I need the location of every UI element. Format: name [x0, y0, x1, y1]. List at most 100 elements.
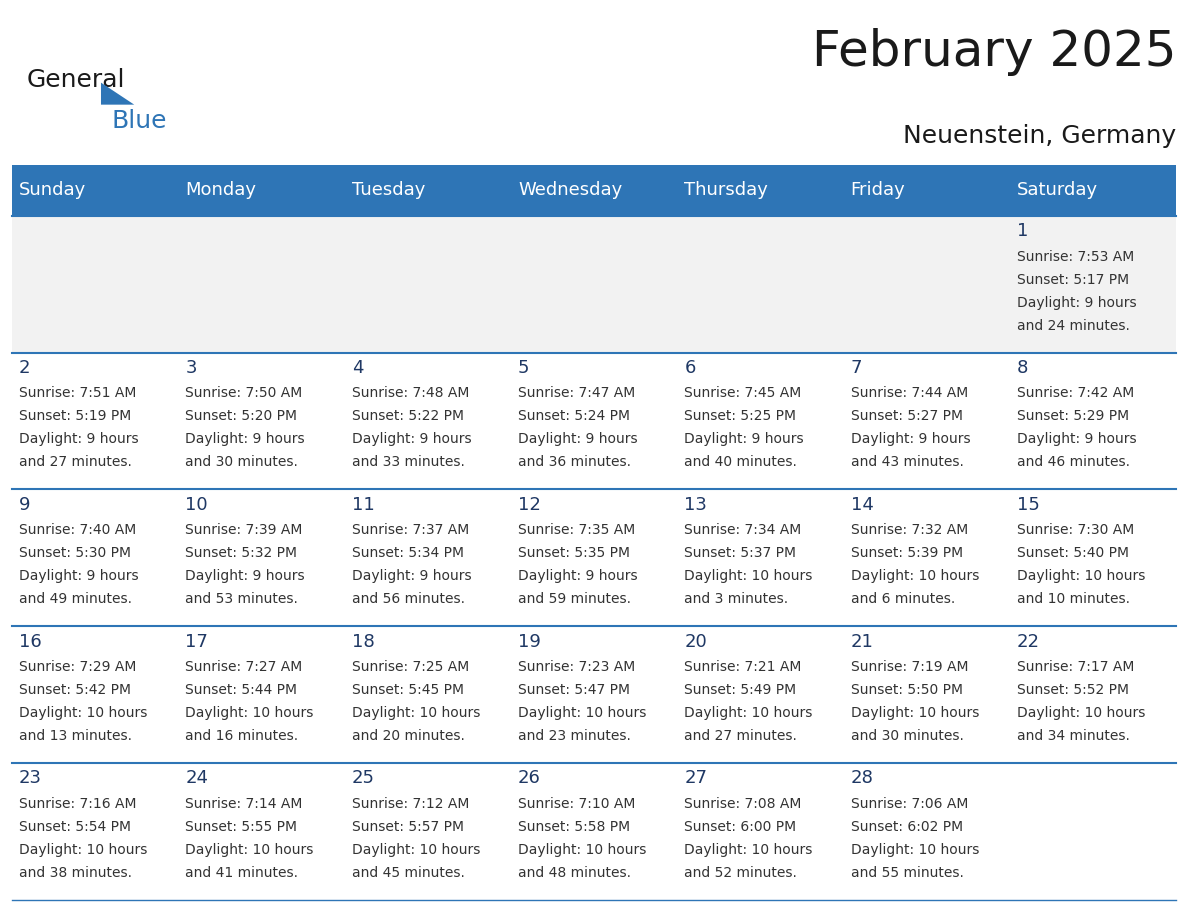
- Text: Daylight: 9 hours: Daylight: 9 hours: [518, 569, 638, 583]
- Text: Sunrise: 7:21 AM: Sunrise: 7:21 AM: [684, 660, 802, 674]
- Text: Sunset: 5:34 PM: Sunset: 5:34 PM: [352, 546, 463, 560]
- Text: Neuenstein, Germany: Neuenstein, Germany: [903, 124, 1176, 148]
- Text: 22: 22: [1017, 633, 1040, 651]
- Text: Sunset: 5:42 PM: Sunset: 5:42 PM: [19, 683, 131, 697]
- Text: 21: 21: [851, 633, 873, 651]
- Text: Sunrise: 7:47 AM: Sunrise: 7:47 AM: [518, 386, 636, 400]
- Text: and 10 minutes.: and 10 minutes.: [1017, 592, 1130, 606]
- Text: Sunset: 5:30 PM: Sunset: 5:30 PM: [19, 546, 131, 560]
- Text: February 2025: February 2025: [811, 28, 1176, 75]
- Text: 23: 23: [19, 769, 42, 788]
- Text: and 45 minutes.: and 45 minutes.: [352, 866, 465, 879]
- Text: and 38 minutes.: and 38 minutes.: [19, 866, 132, 879]
- Text: 3: 3: [185, 359, 197, 377]
- Text: and 59 minutes.: and 59 minutes.: [518, 592, 631, 606]
- Text: Sunset: 5:27 PM: Sunset: 5:27 PM: [851, 409, 962, 423]
- Bar: [12, 763, 1176, 900]
- Text: and 34 minutes.: and 34 minutes.: [1017, 729, 1130, 743]
- Text: and 36 minutes.: and 36 minutes.: [518, 455, 631, 469]
- Text: 11: 11: [352, 496, 374, 514]
- Text: Sunset: 5:39 PM: Sunset: 5:39 PM: [851, 546, 962, 560]
- Text: Sunset: 5:47 PM: Sunset: 5:47 PM: [518, 683, 630, 697]
- Text: 27: 27: [684, 769, 707, 788]
- Text: Sunset: 5:45 PM: Sunset: 5:45 PM: [352, 683, 463, 697]
- Text: Sunset: 6:00 PM: Sunset: 6:00 PM: [684, 820, 796, 834]
- Text: Sunset: 5:29 PM: Sunset: 5:29 PM: [1017, 409, 1129, 423]
- Text: Sunset: 5:22 PM: Sunset: 5:22 PM: [352, 409, 463, 423]
- Text: Sunset: 5:49 PM: Sunset: 5:49 PM: [684, 683, 796, 697]
- Text: Sunset: 5:20 PM: Sunset: 5:20 PM: [185, 409, 297, 423]
- Text: and 27 minutes.: and 27 minutes.: [684, 729, 797, 743]
- Text: Daylight: 10 hours: Daylight: 10 hours: [19, 706, 147, 720]
- Text: Daylight: 10 hours: Daylight: 10 hours: [185, 706, 314, 720]
- Text: Daylight: 10 hours: Daylight: 10 hours: [684, 843, 813, 856]
- Text: Daylight: 9 hours: Daylight: 9 hours: [19, 432, 139, 446]
- Text: Daylight: 10 hours: Daylight: 10 hours: [1017, 569, 1145, 583]
- Text: Daylight: 10 hours: Daylight: 10 hours: [352, 706, 480, 720]
- Text: and 49 minutes.: and 49 minutes.: [19, 592, 132, 606]
- Text: and 40 minutes.: and 40 minutes.: [684, 455, 797, 469]
- Text: and 3 minutes.: and 3 minutes.: [684, 592, 789, 606]
- Text: 1: 1: [1017, 222, 1029, 241]
- Text: Sunset: 5:44 PM: Sunset: 5:44 PM: [185, 683, 297, 697]
- Text: and 24 minutes.: and 24 minutes.: [1017, 319, 1130, 332]
- Text: Thursday: Thursday: [684, 182, 769, 199]
- Text: Sunrise: 7:08 AM: Sunrise: 7:08 AM: [684, 797, 802, 811]
- Text: 26: 26: [518, 769, 541, 788]
- Text: Sunrise: 7:48 AM: Sunrise: 7:48 AM: [352, 386, 469, 400]
- Text: Daylight: 9 hours: Daylight: 9 hours: [851, 432, 971, 446]
- Text: Daylight: 9 hours: Daylight: 9 hours: [352, 569, 472, 583]
- Text: and 13 minutes.: and 13 minutes.: [19, 729, 132, 743]
- Text: Sunset: 6:02 PM: Sunset: 6:02 PM: [851, 820, 962, 834]
- Text: Sunrise: 7:42 AM: Sunrise: 7:42 AM: [1017, 386, 1135, 400]
- Bar: [12, 165, 1176, 216]
- Text: Daylight: 10 hours: Daylight: 10 hours: [684, 569, 813, 583]
- Text: 4: 4: [352, 359, 364, 377]
- Text: Sunset: 5:24 PM: Sunset: 5:24 PM: [518, 409, 630, 423]
- Text: 6: 6: [684, 359, 696, 377]
- Text: Sunrise: 7:35 AM: Sunrise: 7:35 AM: [518, 523, 636, 537]
- Text: 9: 9: [19, 496, 31, 514]
- Text: 18: 18: [352, 633, 374, 651]
- Text: Sunset: 5:54 PM: Sunset: 5:54 PM: [19, 820, 131, 834]
- Text: Daylight: 10 hours: Daylight: 10 hours: [518, 706, 646, 720]
- Text: and 30 minutes.: and 30 minutes.: [185, 455, 298, 469]
- Text: Saturday: Saturday: [1017, 182, 1098, 199]
- Text: 8: 8: [1017, 359, 1029, 377]
- Text: Sunrise: 7:06 AM: Sunrise: 7:06 AM: [851, 797, 968, 811]
- Bar: [12, 353, 1176, 489]
- Text: Sunrise: 7:25 AM: Sunrise: 7:25 AM: [352, 660, 469, 674]
- Text: Sunset: 5:58 PM: Sunset: 5:58 PM: [518, 820, 630, 834]
- Bar: [12, 216, 1176, 353]
- Text: Sunrise: 7:12 AM: Sunrise: 7:12 AM: [352, 797, 469, 811]
- Text: Friday: Friday: [851, 182, 905, 199]
- Text: Daylight: 9 hours: Daylight: 9 hours: [1017, 296, 1137, 309]
- Text: and 41 minutes.: and 41 minutes.: [185, 866, 298, 879]
- Text: and 16 minutes.: and 16 minutes.: [185, 729, 298, 743]
- Text: Sunrise: 7:37 AM: Sunrise: 7:37 AM: [352, 523, 469, 537]
- Text: Sunset: 5:25 PM: Sunset: 5:25 PM: [684, 409, 796, 423]
- Text: Sunrise: 7:30 AM: Sunrise: 7:30 AM: [1017, 523, 1135, 537]
- Text: Sunset: 5:57 PM: Sunset: 5:57 PM: [352, 820, 463, 834]
- Text: Daylight: 9 hours: Daylight: 9 hours: [185, 569, 305, 583]
- Text: Sunrise: 7:40 AM: Sunrise: 7:40 AM: [19, 523, 137, 537]
- Text: Daylight: 9 hours: Daylight: 9 hours: [185, 432, 305, 446]
- Text: Sunset: 5:19 PM: Sunset: 5:19 PM: [19, 409, 131, 423]
- Text: Wednesday: Wednesday: [518, 182, 623, 199]
- Text: Sunset: 5:52 PM: Sunset: 5:52 PM: [1017, 683, 1129, 697]
- Text: 15: 15: [1017, 496, 1040, 514]
- Text: 17: 17: [185, 633, 208, 651]
- Text: Sunrise: 7:17 AM: Sunrise: 7:17 AM: [1017, 660, 1135, 674]
- Text: 20: 20: [684, 633, 707, 651]
- Text: Daylight: 10 hours: Daylight: 10 hours: [851, 843, 979, 856]
- Text: Daylight: 10 hours: Daylight: 10 hours: [851, 569, 979, 583]
- Text: Sunset: 5:55 PM: Sunset: 5:55 PM: [185, 820, 297, 834]
- Text: 5: 5: [518, 359, 530, 377]
- Text: 12: 12: [518, 496, 541, 514]
- Text: Sunrise: 7:29 AM: Sunrise: 7:29 AM: [19, 660, 137, 674]
- Text: and 46 minutes.: and 46 minutes.: [1017, 455, 1130, 469]
- Text: General: General: [26, 68, 125, 92]
- Text: and 56 minutes.: and 56 minutes.: [352, 592, 465, 606]
- Text: and 33 minutes.: and 33 minutes.: [352, 455, 465, 469]
- Text: and 55 minutes.: and 55 minutes.: [851, 866, 963, 879]
